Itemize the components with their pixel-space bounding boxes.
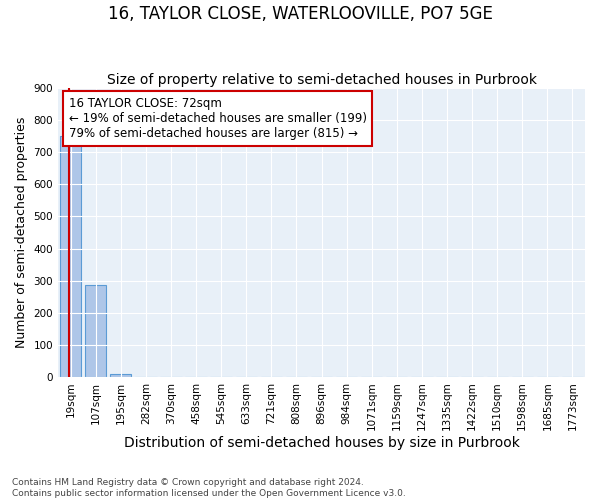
Bar: [110, 374, 131, 377]
Y-axis label: Number of semi-detached properties: Number of semi-detached properties: [15, 117, 28, 348]
Title: Size of property relative to semi-detached houses in Purbrook: Size of property relative to semi-detach…: [107, 73, 536, 87]
Text: Contains HM Land Registry data © Crown copyright and database right 2024.
Contai: Contains HM Land Registry data © Crown c…: [12, 478, 406, 498]
X-axis label: Distribution of semi-detached houses by size in Purbrook: Distribution of semi-detached houses by …: [124, 436, 520, 450]
Text: 16, TAYLOR CLOSE, WATERLOOVILLE, PO7 5GE: 16, TAYLOR CLOSE, WATERLOOVILLE, PO7 5GE: [107, 5, 493, 23]
Bar: [60, 136, 81, 377]
Bar: [85, 286, 106, 377]
Text: 16 TAYLOR CLOSE: 72sqm
← 19% of semi-detached houses are smaller (199)
79% of se: 16 TAYLOR CLOSE: 72sqm ← 19% of semi-det…: [68, 97, 367, 140]
